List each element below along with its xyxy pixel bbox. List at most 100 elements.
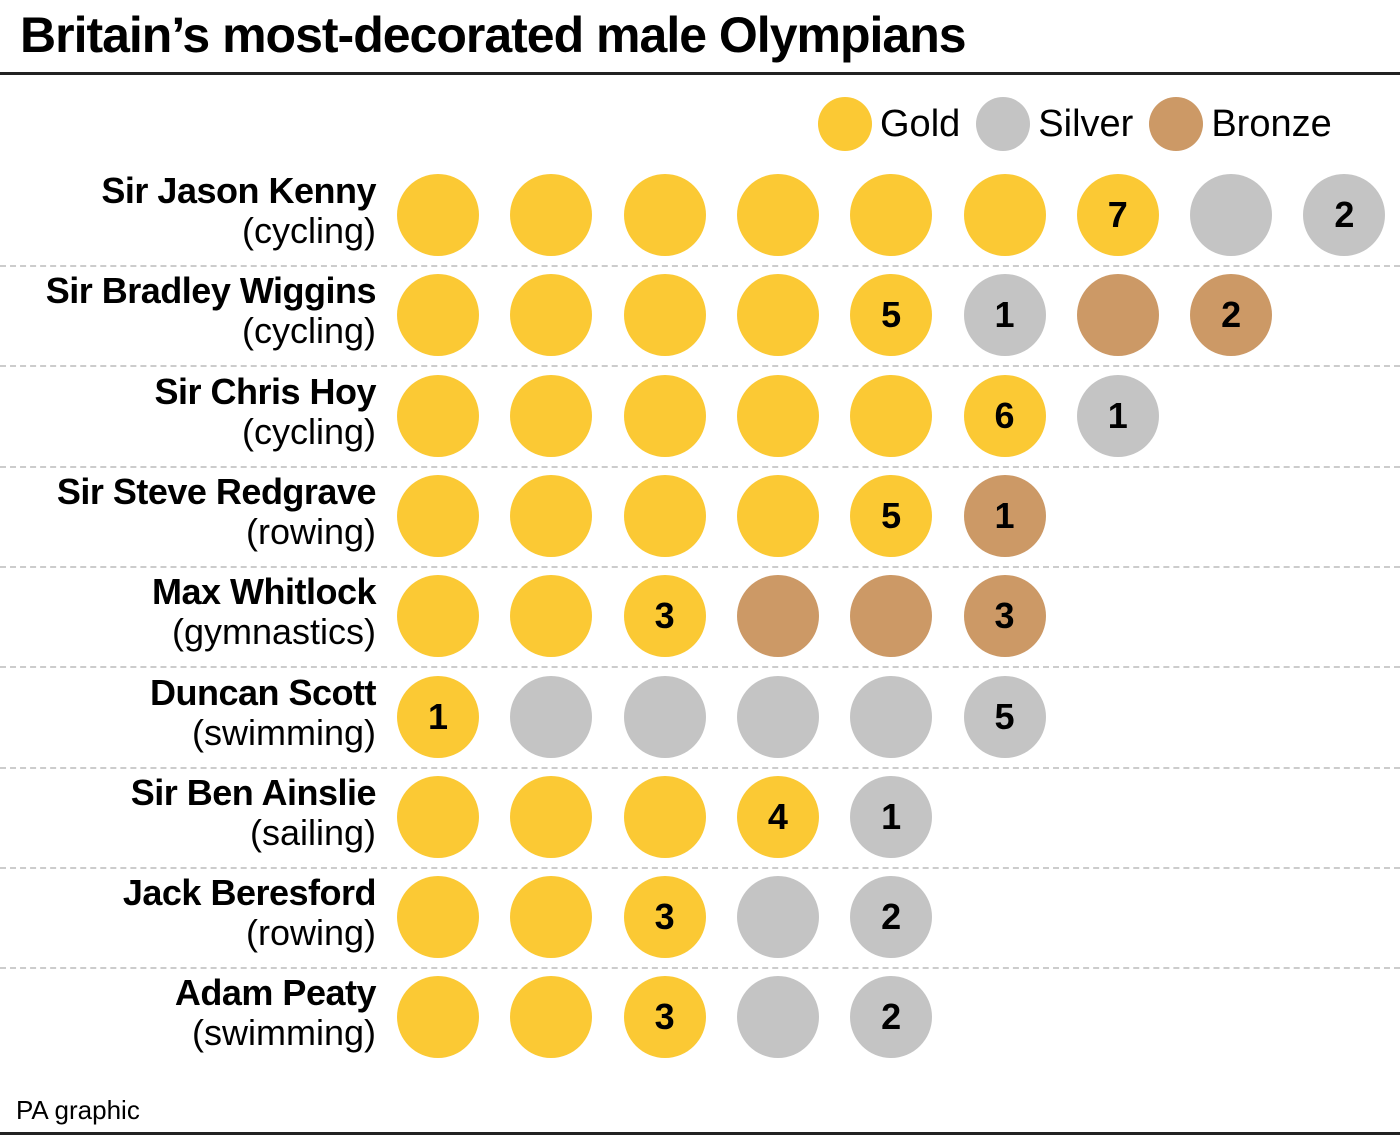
gold-medal [623, 174, 706, 256]
gold-medal: 5 [850, 274, 933, 357]
athlete-name: Sir Chris Hoy [154, 370, 376, 412]
legend-silver-label: Silver [1038, 102, 1134, 145]
athlete-label: Adam Peaty (swimming) [174, 972, 377, 1054]
row-divider [0, 265, 1400, 267]
athlete-row: Sir Bradley Wiggins (cycling) 5 1 2 [0, 265, 1400, 368]
gold-medal [963, 174, 1046, 256]
athlete-sport: (swimming) [192, 1012, 376, 1054]
gold-medal: 4 [736, 775, 819, 858]
athlete-sport: (cycling) [241, 310, 376, 352]
athlete-name: Duncan Scott [149, 671, 377, 713]
athlete-name: Sir Bradley Wiggins [45, 270, 377, 312]
bronze-medal [1076, 274, 1159, 357]
athlete-label: Max Whitlock (gymnastics) [151, 571, 377, 652]
gold-medal [510, 474, 593, 557]
row-divider [0, 766, 1400, 769]
row-divider [0, 666, 1400, 669]
athlete-label: Duncan Scott (swimming) [149, 671, 377, 753]
gold-medal: 1 [397, 675, 479, 758]
gold-medal [397, 474, 479, 557]
gold-medal [736, 374, 819, 457]
bronze-medal: 3 [963, 575, 1046, 658]
athlete-row: Sir Ben Ainslie (sailing) 4 1 [0, 767, 1400, 869]
legend-bronze-label: Bronze [1211, 102, 1332, 145]
bottom-rule [0, 1132, 1400, 1135]
athlete-name: Adam Peaty [174, 972, 377, 1014]
athlete-label: Sir Chris Hoy (cycling) [154, 370, 376, 452]
athlete-row: Sir Steve Redgrave (rowing) 5 1 [0, 466, 1400, 568]
bronze-medal [850, 575, 933, 658]
gold-medal [736, 174, 819, 256]
gold-medal [623, 274, 706, 357]
credit: PA graphic [16, 1095, 140, 1125]
athlete-row: Max Whitlock (gymnastics) 3 3 [0, 566, 1400, 669]
legend-gold-label: Gold [880, 102, 961, 145]
athlete-name: Sir Steve Redgrave [56, 470, 377, 512]
bronze-medal [736, 575, 819, 658]
athlete-sport: (rowing) [245, 510, 376, 552]
gold-medal [397, 775, 479, 858]
gold-medal [736, 474, 819, 557]
silver-medal: 1 [1076, 374, 1159, 457]
athlete-name: Jack Beresford [122, 872, 377, 914]
silver-medal [850, 675, 933, 758]
gold-medal: 6 [963, 374, 1046, 457]
silver-medal [623, 675, 706, 758]
gold-medal [510, 174, 593, 256]
silver-medal [736, 976, 819, 1059]
silver-medal: 2 [850, 976, 933, 1059]
row-divider [0, 365, 1400, 368]
row-divider [0, 866, 1400, 869]
silver-medal: 5 [963, 675, 1046, 758]
silver-medal: 2 [1303, 174, 1386, 256]
legend-silver-swatch [976, 97, 1031, 151]
chart-title: Britain’s most-decorated male Olympians [20, 7, 967, 63]
bronze-medal: 1 [963, 474, 1046, 557]
gold-medal [510, 575, 593, 658]
gold-medal [736, 274, 819, 357]
gold-medal [397, 174, 479, 256]
athlete-sport: (sailing) [249, 811, 376, 853]
gold-medal [850, 374, 933, 457]
gold-medal [510, 976, 593, 1059]
silver-medal: 1 [850, 775, 933, 858]
gold-medal [623, 374, 706, 457]
athlete-sport: (rowing) [245, 912, 376, 954]
gold-medal [623, 775, 706, 858]
gold-medal [397, 575, 479, 658]
athlete-sport: (cycling) [241, 410, 376, 452]
bronze-medal: 2 [1190, 274, 1273, 357]
athlete-label: Sir Ben Ainslie (sailing) [130, 771, 377, 853]
row-divider [0, 565, 1400, 568]
row-divider [0, 967, 1400, 970]
gold-medal: 3 [623, 976, 706, 1059]
athlete-row: Adam Peaty (swimming) 3 2 [0, 967, 1400, 1067]
legend-bronze-swatch [1149, 97, 1204, 151]
athlete-label: Jack Beresford (rowing) [122, 872, 377, 954]
gold-medal [850, 174, 933, 256]
gold-medal [510, 876, 593, 959]
silver-medal [736, 876, 819, 959]
silver-medal [1190, 174, 1273, 256]
athlete-name: Sir Ben Ainslie [130, 771, 377, 813]
gold-medal [397, 976, 479, 1059]
silver-medal: 1 [963, 274, 1046, 357]
athlete-sport: (swimming) [192, 711, 376, 753]
athlete-row: Duncan Scott (swimming) 1 5 [0, 667, 1400, 769]
gold-medal [510, 775, 593, 858]
silver-medal: 2 [850, 876, 933, 959]
gold-medal [510, 274, 593, 357]
silver-medal [736, 675, 819, 758]
silver-medal [510, 675, 593, 758]
gold-medal: 5 [850, 474, 933, 557]
athlete-name: Sir Jason Kenny [101, 170, 376, 211]
legend-gold-swatch [818, 97, 872, 151]
athlete-row: Jack Beresford (rowing) 3 2 [0, 867, 1400, 970]
gold-medal [397, 274, 479, 357]
gold-medal: 3 [623, 575, 706, 658]
athlete-name: Max Whitlock [151, 571, 377, 613]
top-rule [0, 72, 1400, 75]
athlete-label: Sir Steve Redgrave (rowing) [56, 470, 377, 552]
gold-medal: 7 [1076, 174, 1159, 256]
gold-medal [397, 876, 479, 959]
